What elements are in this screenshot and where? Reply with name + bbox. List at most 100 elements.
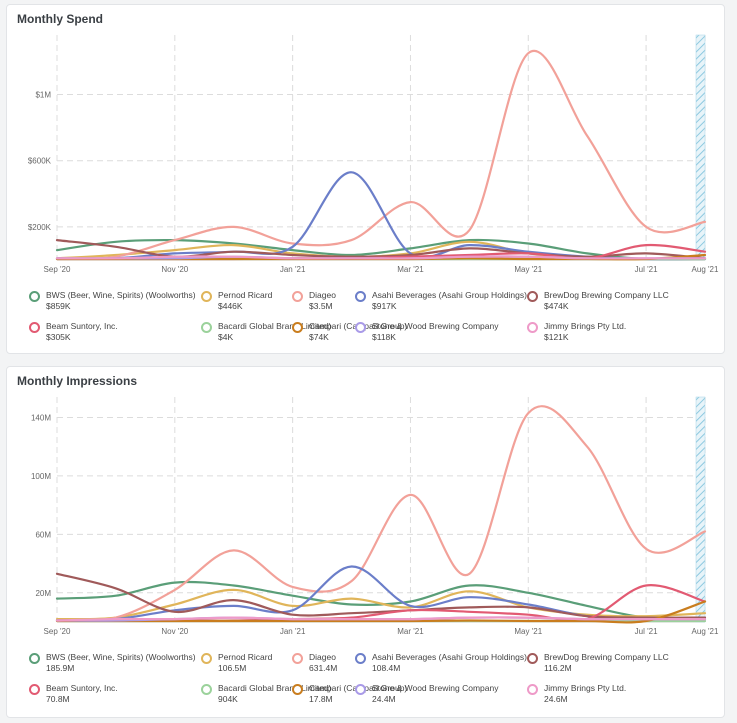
impressions-legend-item-bws-beer-wine-spirits-woolworths[interactable]: BWS (Beer, Wine, Spirits) (Woolworths) 18…: [29, 652, 196, 674]
chart-title-spend: Monthly Spend: [17, 12, 103, 26]
spend-x-tick-label: Sep '20: [44, 265, 71, 274]
spend-legend-item-brewdog-brewing-company-llc[interactable]: BrewDog Brewing Company LLC $474K: [527, 290, 669, 312]
spend-legend-item-diageo[interactable]: Diageo $3.5M: [292, 290, 336, 312]
legend-swatch-icon: [29, 291, 40, 302]
legend-series-name: Beam Suntory, Inc.: [46, 683, 118, 693]
legend-series-total: 106.5M: [218, 663, 247, 673]
impressions-legend-item-stone-wood-brewing-company[interactable]: Stone & Wood Brewing Company 24.4M: [355, 683, 498, 705]
legend-series-name: Pernod Ricard: [218, 290, 273, 300]
impressions-x-tick-label: Sep '20: [44, 627, 71, 636]
legend-swatch-icon: [201, 322, 212, 333]
spend-x-tick-label: Jan '21: [280, 265, 306, 274]
impressions-series-line-diageo[interactable]: [55, 405, 707, 622]
legend-series-total: $118K: [372, 332, 396, 342]
legend-swatch-icon: [292, 291, 303, 302]
legend-series-total: 70.8M: [46, 694, 70, 704]
spend-y-tick-label: $600K: [28, 157, 52, 166]
legend-series-name: BWS (Beer, Wine, Spirits) (Woolworths): [46, 290, 196, 300]
legend-series-name: Diageo: [309, 290, 336, 300]
legend-swatch-icon: [201, 291, 212, 302]
spend-series-line-bws-beer-wine-spirits-woolworths[interactable]: [55, 238, 707, 261]
impressions-legend-item-bacardi-global-brand-limited[interactable]: Bacardi Global Brand Limited) 904K: [201, 683, 331, 705]
spend-partial-period-region: [695, 34, 706, 261]
spend-y-tick-label: $1M: [35, 91, 51, 100]
legend-series-total: 108.4M: [372, 663, 401, 673]
legend-series-total: 17.8M: [309, 694, 333, 704]
legend-series-total: $4K: [218, 332, 234, 342]
impressions-legend-item-brewdog-brewing-company-llc[interactable]: BrewDog Brewing Company LLC 116.2M: [527, 652, 669, 674]
legend-series-total: 24.4M: [372, 694, 396, 704]
impressions-series-line-pernod-ricard[interactable]: [55, 588, 707, 621]
legend-series-name: Asahi Beverages (Asahi Group Holdings): [372, 290, 527, 300]
impressions-series-line-campari-campari-group[interactable]: [55, 600, 707, 624]
spend-legend-item-jimmy-brings-pty-ltd[interactable]: Jimmy Brings Pty Ltd. $121K: [527, 321, 626, 343]
impressions-legend-item-pernod-ricard[interactable]: Pernod Ricard 106.5M: [201, 652, 272, 674]
spend-x-tick-label: Jul '21: [635, 265, 658, 274]
legend-series-name: Asahi Beverages (Asahi Group Holdings): [372, 652, 527, 662]
legend-series-total: $474K: [544, 301, 569, 311]
impressions-x-tick-label: Mar '21: [397, 627, 424, 636]
impressions-legend-item-diageo[interactable]: Diageo 631.4M: [292, 652, 337, 674]
monthly-impressions-panel: Monthly Impressions 20M 60M 100M 140M Sep '2…: [6, 366, 725, 718]
spend-legend-item-asahi-beverages-asahi-group-holdings[interactable]: Asahi Beverages (Asahi Group Holdings) $9…: [355, 290, 527, 312]
legend-swatch-icon: [527, 291, 538, 302]
legend-swatch-icon: [29, 322, 40, 333]
impressions-y-tick-label: 140M: [31, 413, 51, 422]
impressions-legend-item-jimmy-brings-pty-ltd[interactable]: Jimmy Brings Pty Ltd. 24.6M: [527, 683, 626, 705]
legend-series-total: $3.5M: [309, 301, 333, 311]
legend-series-total: $917K: [372, 301, 397, 311]
impressions-x-tick-label: Jul '21: [635, 627, 658, 636]
legend-series-name: BrewDog Brewing Company LLC: [544, 290, 669, 300]
impressions-x-tick-label: Nov '20: [161, 627, 188, 636]
legend-series-total: 24.6M: [544, 694, 568, 704]
spend-legend-item-pernod-ricard[interactable]: Pernod Ricard $446K: [201, 290, 272, 312]
monthly-spend-chart[interactable]: $200K $600K $1M Sep '20 Nov '20 Jan '21 Mar '2…: [7, 5, 726, 285]
legend-series-total: $74K: [309, 332, 329, 342]
legend-series-name: Bacardi Global Brand Limited): [218, 683, 332, 693]
impressions-y-tick-label: 20M: [35, 589, 51, 598]
legend-series-total: 185.9M: [46, 663, 75, 673]
legend-swatch-icon: [527, 684, 538, 695]
legend-series-name: Beam Suntory, Inc.: [46, 321, 118, 331]
legend-swatch-icon: [201, 684, 212, 695]
legend-swatch-icon: [292, 322, 303, 333]
legend-series-name: Stone & Wood Brewing Company: [372, 321, 499, 331]
legend-swatch-icon: [355, 322, 366, 333]
legend-swatch-icon: [527, 653, 538, 664]
legend-series-name: Pernod Ricard: [218, 652, 273, 662]
legend-swatch-icon: [201, 653, 212, 664]
spend-series-line-jimmy-brings-pty-ltd[interactable]: [55, 255, 707, 260]
impressions-y-tick-label: 100M: [31, 472, 51, 481]
legend-series-total: $446K: [218, 301, 243, 311]
legend-series-name: Jimmy Brings Pty Ltd.: [544, 683, 627, 693]
spend-legend-item-stone-wood-brewing-company[interactable]: Stone & Wood Brewing Company $118K: [355, 321, 498, 343]
legend-swatch-icon: [527, 322, 538, 333]
legend-series-total: $121K: [544, 332, 569, 342]
legend-swatch-icon: [29, 653, 40, 664]
legend-swatch-icon: [292, 684, 303, 695]
legend-swatch-icon: [292, 653, 303, 664]
impressions-partial-period-region: [695, 396, 706, 623]
chart-title-impressions: Monthly Impressions: [17, 374, 138, 388]
spend-y-tick-label: $200K: [28, 223, 52, 232]
spend-x-tick-label: Aug '21: [692, 265, 719, 274]
legend-series-total: 116.2M: [544, 663, 572, 673]
legend-series-name: BWS (Beer, Wine, Spirits) (Woolworths): [46, 652, 196, 662]
impressions-series-line-jimmy-brings-pty-ltd[interactable]: [55, 616, 707, 622]
spend-legend-item-bws-beer-wine-spirits-woolworths[interactable]: BWS (Beer, Wine, Spirits) (Woolworths) $8…: [29, 290, 196, 312]
spend-series-line-diageo[interactable]: [55, 49, 707, 261]
spend-x-tick-label: Mar '21: [397, 265, 424, 274]
spend-x-tick-label: Nov '20: [161, 265, 188, 274]
legend-series-name: BrewDog Brewing Company LLC: [544, 652, 669, 662]
impressions-legend-item-asahi-beverages-asahi-group-holdings[interactable]: Asahi Beverages (Asahi Group Holdings) 10…: [355, 652, 527, 674]
legend-series-name: Jimmy Brings Pty Ltd.: [544, 321, 627, 331]
impressions-legend-item-beam-suntory-inc[interactable]: Beam Suntory, Inc. 70.8M: [29, 683, 118, 705]
spend-x-tick-label: May '21: [514, 265, 542, 274]
spend-legend-item-bacardi-global-brand-limited[interactable]: Bacardi Global Brand Limited) $4K: [201, 321, 331, 343]
spend-legend-item-beam-suntory-inc[interactable]: Beam Suntory, Inc. $305K: [29, 321, 118, 343]
legend-swatch-icon: [355, 653, 366, 664]
monthly-impressions-chart[interactable]: 20M 60M 100M 140M Sep '20 Nov '20 Jan '21 Mar '…: [7, 367, 726, 647]
legend-series-total: 631.4M: [309, 663, 338, 673]
legend-swatch-icon: [355, 684, 366, 695]
impressions-series-line-brewdog-brewing-company-llc[interactable]: [55, 572, 707, 619]
